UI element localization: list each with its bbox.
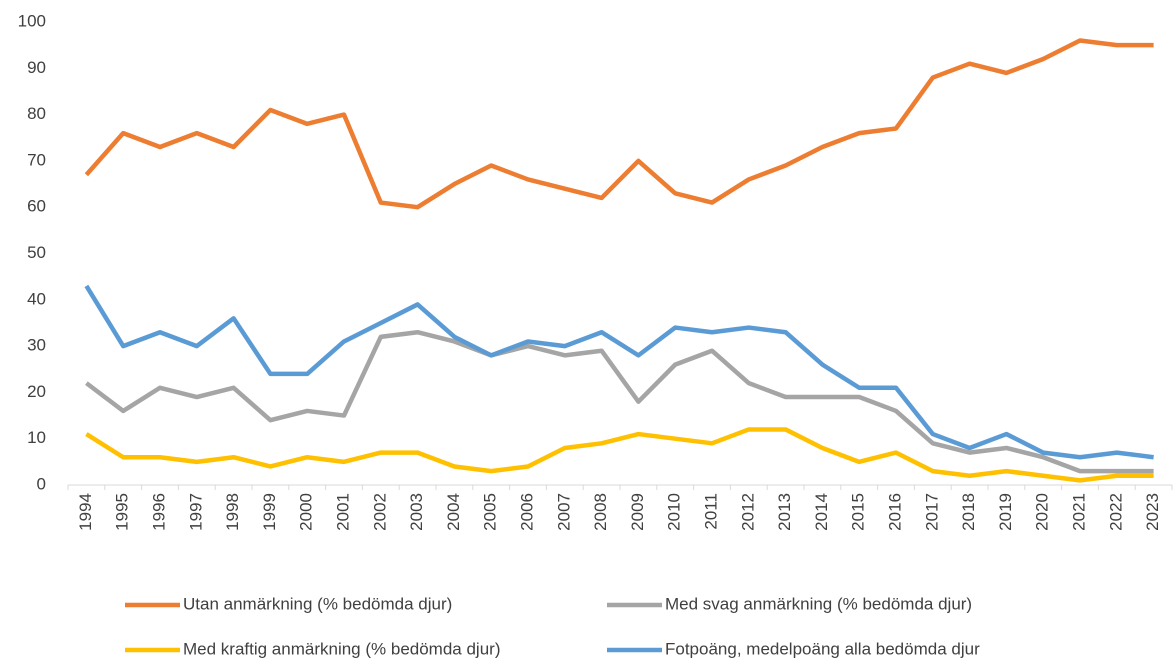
x-tick-label: 1994: [76, 493, 95, 531]
x-tick-label: 2017: [922, 493, 941, 531]
x-tick-label: 2014: [812, 493, 831, 531]
x-tick-label: 1995: [113, 493, 132, 531]
x-tick-label: 2000: [297, 493, 316, 531]
x-tick-label: 2011: [701, 493, 720, 530]
x-tick-label: 1996: [149, 493, 168, 531]
x-tick-label: 1997: [186, 493, 205, 531]
x-tick-label: 2003: [407, 493, 426, 531]
x-tick-label: 2020: [1033, 493, 1052, 531]
x-tick-label: 2019: [996, 493, 1015, 531]
x-tick-label: 2023: [1143, 493, 1162, 531]
y-tick-label: 40: [27, 289, 46, 308]
y-tick-label: 50: [27, 243, 46, 262]
x-tick-label: 2013: [775, 493, 794, 531]
x-tick-label: 1999: [260, 493, 279, 531]
legend-label: Med kraftig anmärkning (% bedömda djur): [183, 639, 500, 658]
y-tick-label: 80: [27, 104, 46, 123]
x-tick-label: 2015: [849, 493, 868, 531]
y-tick-label: 20: [27, 382, 46, 401]
y-tick-label: 70: [27, 150, 46, 169]
x-tick-label: 2012: [738, 493, 757, 531]
x-tick-label: 2016: [885, 493, 904, 531]
x-tick-label: 2004: [444, 493, 463, 531]
y-tick-label: 60: [27, 197, 46, 216]
legend-label: Utan anmärkning (% bedömda djur): [183, 594, 452, 613]
series-line: [85, 427, 1154, 483]
series-line: [85, 329, 1154, 474]
y-tick-label: 30: [27, 336, 46, 355]
x-tick-label: 2005: [481, 493, 500, 531]
y-tick-label: 90: [27, 58, 46, 77]
x-tick-label: 2008: [591, 493, 610, 531]
legend-label: Fotpoäng, medelpoäng alla bedömda djur: [665, 639, 980, 658]
series-line: [84, 38, 1154, 210]
y-tick-label: 10: [27, 428, 46, 447]
x-tick-label: 1998: [223, 493, 242, 531]
y-tick-label: 100: [18, 11, 46, 30]
legend-label: Med svag anmärkning (% bedömda djur): [665, 594, 972, 613]
x-tick-label: 2022: [1106, 493, 1125, 531]
x-tick-label: 2010: [665, 493, 684, 531]
x-tick-label: 2001: [333, 493, 352, 531]
x-tick-label: 2009: [628, 493, 647, 531]
x-tick-label: 2002: [370, 493, 389, 531]
series-line: [84, 284, 1154, 460]
x-tick-label: 2006: [517, 493, 536, 531]
x-tick-label: 2007: [554, 493, 573, 531]
y-tick-label: 0: [37, 474, 46, 493]
x-tick-label: 2018: [959, 493, 978, 531]
x-tick-label: 2021: [1069, 493, 1088, 531]
